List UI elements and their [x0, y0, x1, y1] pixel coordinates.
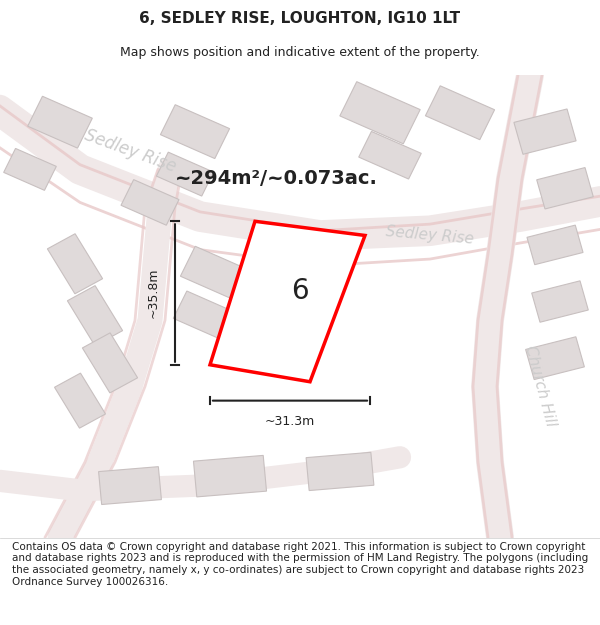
Polygon shape	[82, 333, 137, 393]
Text: Sedley Rise: Sedley Rise	[82, 126, 178, 176]
Text: Sedley Rise: Sedley Rise	[385, 224, 475, 247]
Polygon shape	[527, 225, 583, 264]
Polygon shape	[28, 96, 92, 148]
Polygon shape	[173, 291, 236, 341]
Text: ~31.3m: ~31.3m	[265, 415, 315, 428]
Polygon shape	[181, 246, 250, 300]
Text: Map shows position and indicative extent of the property.: Map shows position and indicative extent…	[120, 46, 480, 59]
Text: ~294m²/~0.073ac.: ~294m²/~0.073ac.	[175, 169, 378, 188]
Polygon shape	[210, 221, 365, 382]
Text: Contains OS data © Crown copyright and database right 2021. This information is : Contains OS data © Crown copyright and d…	[12, 542, 588, 587]
Text: ~35.8m: ~35.8m	[147, 268, 160, 318]
Polygon shape	[47, 234, 103, 294]
Polygon shape	[193, 456, 266, 497]
Polygon shape	[160, 105, 230, 159]
Text: 6: 6	[291, 278, 309, 306]
Polygon shape	[98, 467, 161, 504]
Polygon shape	[532, 281, 588, 322]
Polygon shape	[67, 286, 122, 346]
Polygon shape	[537, 168, 593, 209]
Polygon shape	[514, 109, 576, 154]
Polygon shape	[55, 373, 106, 428]
Polygon shape	[340, 82, 420, 144]
Polygon shape	[306, 452, 374, 491]
Polygon shape	[526, 337, 584, 379]
Polygon shape	[359, 131, 421, 179]
Polygon shape	[121, 179, 179, 225]
Polygon shape	[4, 148, 56, 191]
Polygon shape	[425, 86, 494, 140]
Text: 6, SEDLEY RISE, LOUGHTON, IG10 1LT: 6, SEDLEY RISE, LOUGHTON, IG10 1LT	[139, 11, 461, 26]
Polygon shape	[157, 152, 214, 196]
Text: Church Hill: Church Hill	[522, 344, 558, 429]
